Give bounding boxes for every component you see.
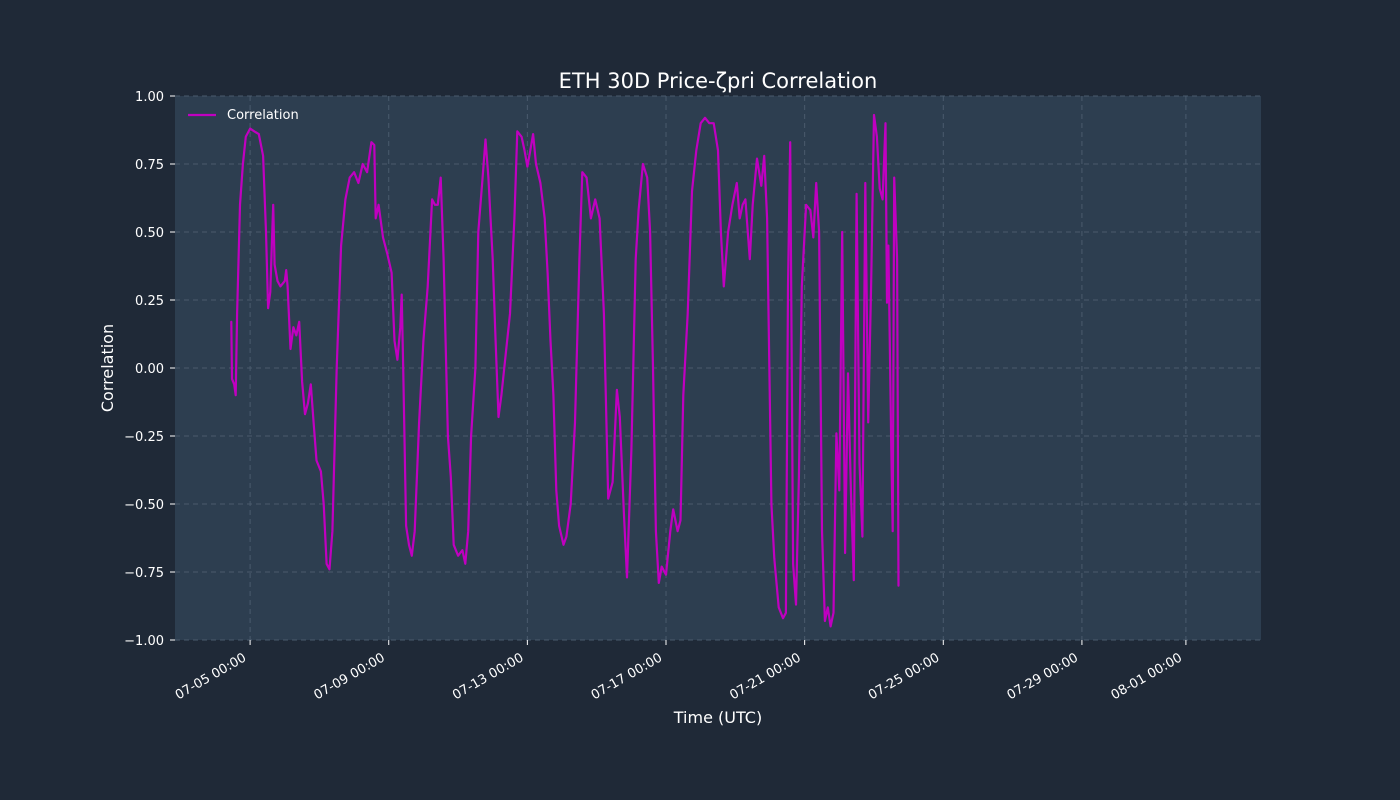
x-tick-label: 07-05 00:00 bbox=[173, 650, 249, 703]
y-tick-label: 0.25 bbox=[135, 294, 164, 309]
x-axis-title: Time (UTC) bbox=[673, 708, 762, 727]
y-tick-label: −0.50 bbox=[124, 498, 164, 513]
legend-label: Correlation bbox=[227, 108, 299, 123]
chart-title: ETH 30D Price-ζpri Correlation bbox=[559, 69, 878, 93]
series-line-correlation bbox=[230, 113, 900, 628]
y-tick-label: 0.50 bbox=[135, 226, 164, 241]
y-tick-label: 0.00 bbox=[135, 362, 164, 377]
x-tick-label: 07-29 00:00 bbox=[1005, 650, 1081, 703]
x-tick-label: 07-21 00:00 bbox=[727, 650, 803, 703]
x-tick-label: 07-25 00:00 bbox=[866, 650, 942, 703]
y-tick-label: 1.00 bbox=[135, 90, 164, 105]
y-axis-title: Correlation bbox=[98, 324, 117, 412]
x-tick-label: 07-09 00:00 bbox=[311, 650, 387, 703]
x-axis: 07-05 00:00 07-09 00:00 07-13 00:00 07-17 0… bbox=[173, 640, 1187, 703]
y-tick-label: −1.00 bbox=[124, 634, 164, 649]
legend: Correlation bbox=[188, 108, 299, 123]
y-tick-label: −0.75 bbox=[124, 566, 164, 581]
y-axis: 1.00 0.75 0.50 0.25 0.00 −0.25 −0.50 −0.75 −1.00 bbox=[124, 90, 175, 649]
x-tick-label: 08-01 00:00 bbox=[1109, 650, 1185, 703]
y-tick-label: −0.25 bbox=[124, 430, 164, 445]
x-tick-label: 07-13 00:00 bbox=[450, 650, 526, 703]
y-tick-label: 0.75 bbox=[135, 158, 164, 173]
x-tick-label: 07-17 00:00 bbox=[589, 650, 665, 703]
